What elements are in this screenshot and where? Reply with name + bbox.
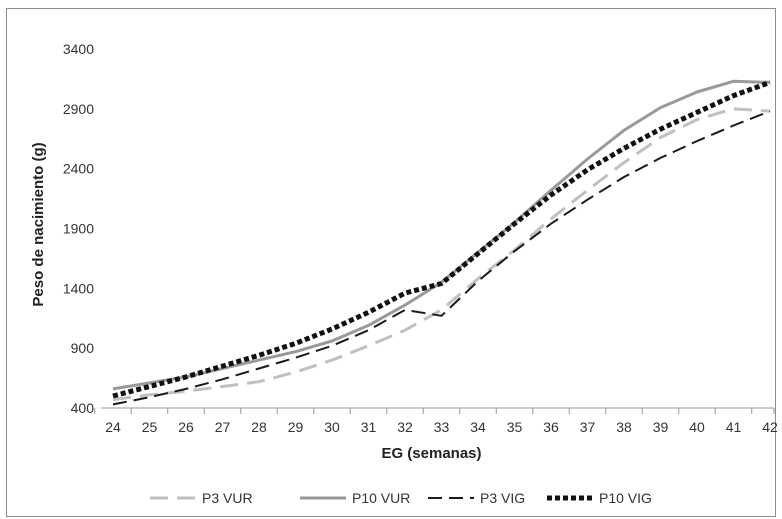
x-tick-label: 38 xyxy=(616,419,632,435)
legend-label: P10 VIG xyxy=(599,490,652,506)
y-tick-label: 2900 xyxy=(63,101,94,117)
x-tick-label: 35 xyxy=(507,419,523,435)
legend-label: P3 VUR xyxy=(202,490,253,506)
x-tick-label: 37 xyxy=(580,419,596,435)
x-tick-label: 36 xyxy=(543,419,559,435)
x-tick-label: 41 xyxy=(726,419,742,435)
x-tick-label: 26 xyxy=(178,419,194,435)
x-tick-label: 31 xyxy=(361,419,377,435)
legend: P3 VUR P10 VUR P3 VIG P10 VIG xyxy=(150,490,652,506)
series-line-p3-vur xyxy=(113,109,770,400)
y-tick-label: 2400 xyxy=(63,161,94,177)
series-line-p10-vig xyxy=(113,82,770,396)
y-tick-label: 900 xyxy=(71,340,95,356)
y-tick-label: 3400 xyxy=(63,41,94,57)
series-line-p3-vig xyxy=(113,111,770,404)
x-tick-label: 39 xyxy=(653,419,669,435)
legend-label: P3 VIG xyxy=(480,490,525,506)
x-axis-title: EG (semanas) xyxy=(381,445,481,462)
x-tick-label: 28 xyxy=(251,419,267,435)
x-axis-ticks: 24 25 26 27 28 29 30 31 32 33 34 35 36 37 38 39 40 41 42 xyxy=(95,408,778,435)
series-group xyxy=(113,81,770,404)
y-axis-ticks: 400 900 1400 1900 2400 2900 3400 xyxy=(63,41,94,416)
x-tick-label: 25 xyxy=(142,419,158,435)
x-tick-label: 34 xyxy=(470,419,486,435)
y-tick-label: 400 xyxy=(71,400,95,416)
y-tick-label: 1400 xyxy=(63,280,94,296)
x-tick-label: 40 xyxy=(689,419,705,435)
x-tick-label: 30 xyxy=(324,419,340,435)
x-tick-label: 42 xyxy=(762,419,778,435)
y-axis-title: Peso de nacimiento (g) xyxy=(30,142,47,306)
x-tick-label: 27 xyxy=(215,419,231,435)
x-tick-label: 24 xyxy=(105,419,121,435)
x-tick-label: 29 xyxy=(288,419,304,435)
legend-label: P10 VUR xyxy=(352,490,410,506)
x-tick-label: 33 xyxy=(434,419,450,435)
series-line-p10-vur xyxy=(113,81,770,389)
x-tick-label: 32 xyxy=(397,419,413,435)
y-tick-label: 1900 xyxy=(63,220,94,236)
